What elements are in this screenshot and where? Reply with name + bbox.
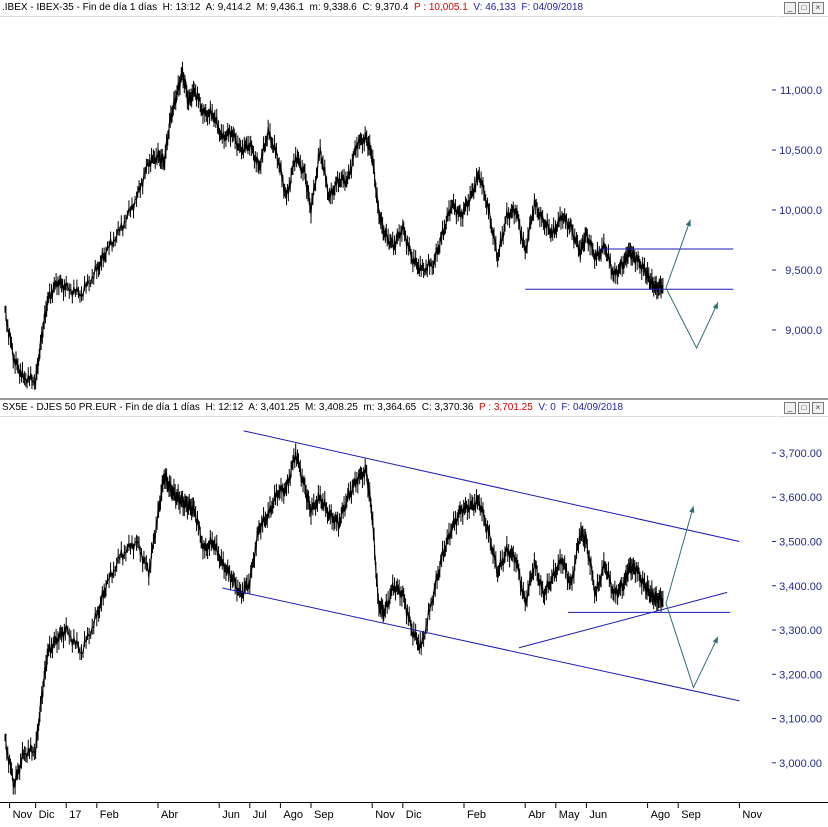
ibex-ytick-label: 10,000.0 [779,205,822,217]
ibex-header: .IBEX - IBEX-35 - Fin de día 1 días H: 1… [0,0,828,17]
sx5e-ytick-label: 3,600.00 [779,492,822,504]
month-label: Jul [253,809,267,821]
close-icon[interactable]: × [812,2,824,14]
month-label: Ago [283,809,303,821]
month-label: May [559,809,580,821]
sx5e-ytick-label: 3,000.00 [779,758,822,770]
month-label: Nov [375,809,395,821]
sx5e-panel: SX5E - DJES 50 PR.EUR - Fin de día 1 día… [0,400,828,802]
ibex-date: F: 04/09/2018 [521,2,584,13]
sx5e-trendline-2 [518,591,728,649]
sx5e-window-buttons: _ □ × [784,402,824,414]
sx5e-volume: V: 0 [538,402,556,413]
ibex-p: P : 10,005.1 [414,2,468,13]
month-label: Jun [222,809,240,821]
ibex-projection-1 [665,219,691,289]
sx5e-price-series [4,451,664,787]
sx5e-open: A: 3,401.25 [248,402,300,413]
sx5e-period: Fin de día 1 días [125,402,200,413]
sx5e-projection-2 [665,603,719,689]
ibex-projection-arrowhead-2 [712,302,718,310]
month-label: Abr [161,809,178,821]
month-label: Ago [651,809,671,821]
sx5e-symbol: SX5E [2,402,28,413]
ibex-title: .IBEX - IBEX-35 - Fin de día 1 días H: 1… [2,2,584,13]
close-icon[interactable]: × [812,402,824,414]
sx5e-projection-arrowhead-1 [689,506,695,514]
panel-divider[interactable] [0,398,828,400]
minimize-icon[interactable]: _ [784,2,796,14]
minimize-icon[interactable]: _ [784,402,796,414]
sx5e-trendline-1 [222,587,740,702]
ibex-chart: 11,000.0 10,500.0 10,000.0 9,500.0 9,000.0 [4,16,822,398]
month-label: Jun [589,809,607,821]
ibex-price-series [4,67,664,386]
ibex-ytick-label: 9,000.0 [785,325,822,337]
sx5e-ytick-label: 3,400.00 [779,581,822,593]
ibex-volume: V: 46,133 [473,2,516,13]
month-label: Dic [406,809,422,821]
ibex-ytick-label: 10,500.0 [779,145,822,157]
ibex-period: Fin de día 1 días [82,2,158,13]
sx5e-ytick-label: 3,200.00 [779,669,822,681]
month-label: Sep [681,809,701,821]
ibex-name: IBEX-35 [36,2,74,13]
month-label: Nov [13,809,33,821]
month-label: Abr [528,809,545,821]
ibex-low: m: 9,338.6 [309,2,357,13]
sx5e-chart: 3,700.00 3,600.00 3,500.00 3,400.00 3,300.00… [4,416,822,802]
ibex-ytick-label: 9,500.0 [785,265,822,277]
ibex-window-buttons: _ □ × [784,2,824,14]
ibex-open: A: 9,414.2 [205,2,252,13]
time-axis: Nov Dic 17 Feb Abr Jun Jul Ago Sep Nov Dic Feb Abr Ma… [0,802,828,822]
sx5e-p: P : 3,701.25 [479,402,533,413]
sx5e-projection-1 [665,505,694,604]
sx5e-date: F: 04/09/2018 [561,402,624,413]
sx5e-projection-arrowhead-2 [712,636,718,644]
month-label: Dic [39,809,55,821]
month-label: Feb [100,809,119,821]
month-label: 17 [69,809,81,821]
ibex-projection-2 [665,287,719,350]
sx5e-ytick-label: 3,700.00 [779,448,822,460]
sx5e-close: C: 3,370.36 [421,402,474,413]
sx5e-trendline-0 [243,430,740,542]
sx5e-ytick-label: 3,500.00 [779,537,822,549]
sx5e-hour: H: 12:12 [205,402,244,413]
ibex-panel: .IBEX - IBEX-35 - Fin de día 1 días H: 1… [0,0,828,398]
month-label: Sep [314,809,334,821]
ibex-ytick-label: 11,000.0 [780,85,822,97]
sx5e-ytick-label: 3,100.00 [779,714,822,726]
sx5e-high: M: 3,408.25 [305,402,358,413]
month-label: Feb [467,809,486,821]
sx5e-low: m: 3,364.65 [363,402,417,413]
sx5e-ytick-label: 3,300.00 [779,625,822,637]
maximize-icon[interactable]: □ [798,2,810,14]
ibex-high: M: 9,436.1 [256,2,304,13]
sx5e-name: DJES 50 PR.EUR [36,402,117,413]
ibex-projection-arrowhead-1 [685,219,691,227]
month-label: Nov [742,809,762,821]
ibex-close: C: 9,370.4 [362,2,409,13]
ibex-hour: H: 13:12 [162,2,201,13]
time-axis-svg: Nov Dic 17 Feb Abr Jun Jul Ago Sep Nov Dic Feb Abr Ma… [9,803,762,821]
sx5e-header: SX5E - DJES 50 PR.EUR - Fin de día 1 día… [0,400,828,417]
ibex-symbol: .IBEX [2,2,28,13]
sx5e-title: SX5E - DJES 50 PR.EUR - Fin de día 1 día… [2,402,624,413]
maximize-icon[interactable]: □ [798,402,810,414]
